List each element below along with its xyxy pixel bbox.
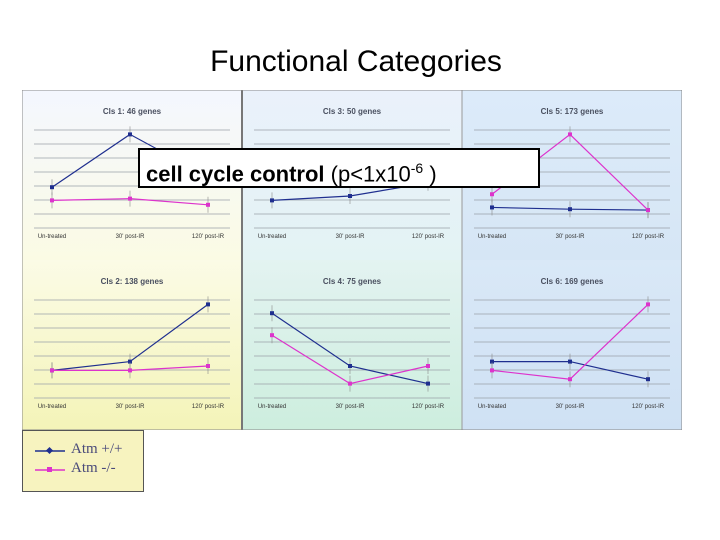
legend-ko-marker: [47, 467, 52, 472]
panel-4-background: [22, 260, 242, 430]
panel-5-background: [242, 260, 462, 430]
panel-4-point-ko: [50, 368, 54, 373]
panel-6-point-ko: [646, 302, 650, 307]
panel-1-tick-label: 30' post-IR: [116, 234, 145, 240]
panel-3-point-wt: [490, 205, 494, 210]
panel-1-point-wt: [50, 185, 54, 190]
panel-4-point-ko: [206, 364, 210, 368]
panel-2-tick-label: 30' post-IR: [336, 234, 365, 240]
panel-1-point-ko: [206, 202, 210, 207]
panel-1-point-ko: [50, 198, 54, 203]
panel-2-tick-label: Un-treated: [258, 234, 286, 240]
panel-6-tick-label: 30' post-IR: [556, 404, 585, 410]
panel-1-point-wt: [128, 132, 132, 137]
panel-5-tick-label: 120' post-IR: [412, 404, 445, 410]
callout-close: ): [423, 161, 437, 187]
panel-6-tick-label: Un-treated: [478, 404, 506, 410]
panel-4-point-wt: [128, 359, 132, 364]
panel-3-point-ko: [490, 192, 494, 197]
panel-3-point-ko: [646, 208, 650, 213]
panel-4-tick-label: Un-treated: [38, 404, 66, 410]
callout-pvalue: (p<1x10: [324, 161, 411, 187]
panel-4-point-ko: [128, 368, 132, 373]
panel-1-tick-label: 120' post-IR: [192, 234, 225, 240]
panel-4-point-wt: [206, 302, 210, 307]
panel-5-point-ko: [348, 381, 352, 386]
panel-5-point-ko: [270, 333, 274, 338]
panel-3-title: Cls 5: 173 genes: [541, 107, 604, 116]
panel-1-tick-label: Un-treated: [38, 234, 66, 240]
panel-4-tick-label: 30' post-IR: [116, 404, 145, 410]
panel-6-point-ko: [568, 377, 572, 382]
cluster-figure: Cls 1: 46 genes Un-treated 30' post-IR 120'…: [21, 89, 683, 431]
panel-6-point-ko: [490, 368, 494, 373]
panel-5-point-wt: [270, 311, 274, 316]
panel-5-tick-label: Un-treated: [258, 404, 286, 410]
legend-ko-label: Atm -/-: [71, 460, 116, 476]
panel-1-title: Cls 1: 46 genes: [103, 107, 162, 116]
panel-6-point-wt: [490, 359, 494, 364]
panel-2-title: Cls 3: 50 genes: [323, 107, 382, 116]
panel-6-tick-label: 120' post-IR: [632, 404, 665, 410]
slide-title: Functional Categories: [210, 45, 502, 78]
panel-5-title: Cls 4: 75 genes: [323, 277, 382, 286]
cluster-charts: Cls 1: 46 genes Un-treated 30' post-IR 120'…: [21, 89, 683, 431]
panel-3-point-ko: [568, 132, 572, 137]
panel-3-tick-label: Un-treated: [478, 234, 506, 240]
panel-4-title: Cls 2: 138 genes: [101, 277, 164, 286]
panel-2-point-wt: [348, 194, 352, 198]
callout-category: cell cycle control: [146, 161, 325, 187]
callout-box: cell cycle control (p<1x10-6 ): [138, 148, 540, 188]
panel-5-point-ko: [426, 364, 430, 368]
panel-3-tick-label: 120' post-IR: [632, 234, 665, 240]
panel-3-point-wt: [568, 207, 572, 212]
panel-6-title: Cls 6: 169 genes: [541, 277, 604, 286]
panel-2-point-wt: [270, 198, 274, 203]
legend-wt-marker: [45, 446, 54, 455]
panel-6-point-wt: [568, 359, 572, 364]
panel-6-background: [462, 260, 682, 430]
panel-5-point-wt: [426, 381, 430, 386]
panel-2-tick-label: 120' post-IR: [412, 234, 445, 240]
legend-wt-label: Atm +/+: [71, 441, 123, 457]
panel-5-point-wt: [348, 364, 352, 368]
callout-exponent: -6: [410, 160, 424, 176]
panel-5-tick-label: 30' post-IR: [336, 404, 365, 410]
legend: Atm +/+ Atm -/-: [22, 430, 144, 492]
panel-3-tick-label: 30' post-IR: [556, 234, 585, 240]
legend-swatches: [35, 446, 65, 472]
panel-6-point-wt: [646, 377, 650, 382]
panel-1-point-ko: [128, 196, 132, 201]
panel-4-tick-label: 120' post-IR: [192, 404, 225, 410]
